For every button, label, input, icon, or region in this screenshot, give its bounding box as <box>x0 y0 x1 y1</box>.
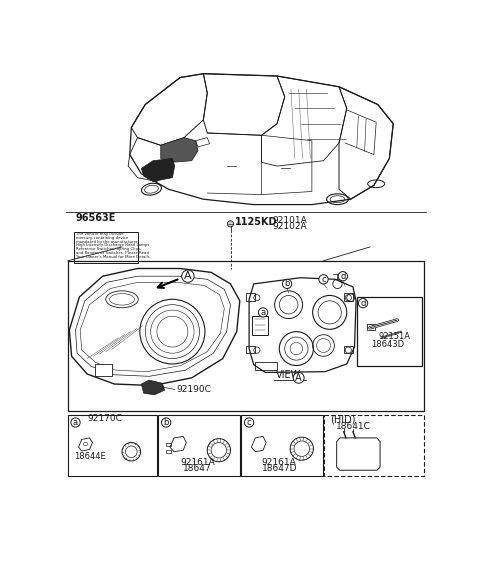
Circle shape <box>282 279 292 289</box>
Text: Reference Switches, Spring Clips,: Reference Switches, Spring Clips, <box>75 247 141 251</box>
Circle shape <box>162 418 171 427</box>
Text: 92101A: 92101A <box>272 216 307 225</box>
Text: High Intensity Discharge Head Lamps: High Intensity Discharge Head Lamps <box>75 243 149 247</box>
Text: 92170C: 92170C <box>87 414 122 423</box>
Text: Your Owner's Manual for More Details.: Your Owner's Manual for More Details. <box>75 254 150 258</box>
Bar <box>166 450 171 453</box>
Bar <box>344 293 353 301</box>
Text: b: b <box>284 279 290 289</box>
Text: c: c <box>247 418 252 427</box>
Circle shape <box>338 272 348 281</box>
Text: mercury-containing device: mercury-containing device <box>75 236 128 240</box>
Circle shape <box>359 299 368 308</box>
Text: c: c <box>321 275 326 284</box>
Bar <box>158 415 240 477</box>
Bar <box>246 346 255 353</box>
Text: 1125KD: 1125KD <box>235 217 277 226</box>
Bar <box>68 415 157 477</box>
Bar <box>95 364 112 377</box>
Circle shape <box>228 221 234 227</box>
Circle shape <box>258 308 268 317</box>
Text: The vehicle may include: The vehicle may include <box>75 232 123 236</box>
Text: 18647: 18647 <box>183 464 212 473</box>
Circle shape <box>181 270 194 282</box>
Bar <box>68 261 424 411</box>
Text: 96563E: 96563E <box>75 213 116 223</box>
Text: 92102A: 92102A <box>272 222 307 231</box>
Bar <box>344 346 353 353</box>
Text: d: d <box>340 272 346 281</box>
Text: mandated by the manufacturer:: mandated by the manufacturer: <box>75 240 138 244</box>
Text: 92190C: 92190C <box>176 385 211 393</box>
Text: 18643D: 18643D <box>371 340 404 349</box>
Text: a: a <box>261 308 265 317</box>
Text: d: d <box>360 299 366 308</box>
Circle shape <box>71 418 80 427</box>
Bar <box>74 232 137 263</box>
Text: A: A <box>295 373 302 383</box>
Text: 18647D: 18647D <box>262 464 297 473</box>
Circle shape <box>293 372 304 383</box>
Bar <box>324 415 424 477</box>
Polygon shape <box>142 158 175 182</box>
Bar <box>367 324 375 330</box>
Circle shape <box>244 418 254 427</box>
Bar <box>241 415 323 477</box>
Text: 92161A: 92161A <box>180 458 215 467</box>
Bar <box>255 363 277 370</box>
Text: 18641C: 18641C <box>336 422 371 431</box>
Text: A: A <box>184 271 192 281</box>
Text: (HID): (HID) <box>330 414 356 424</box>
Text: 92161A: 92161A <box>262 458 296 467</box>
Text: b: b <box>164 418 169 427</box>
Bar <box>246 293 255 301</box>
Text: a: a <box>73 418 78 427</box>
Bar <box>357 297 422 366</box>
Text: VIEW: VIEW <box>276 370 300 380</box>
Text: 18644E: 18644E <box>74 452 106 461</box>
Text: 92151A: 92151A <box>379 332 410 341</box>
Circle shape <box>319 275 328 284</box>
Bar <box>252 316 268 335</box>
Polygon shape <box>161 137 198 162</box>
Bar <box>166 442 171 446</box>
Polygon shape <box>142 380 165 395</box>
Text: and Ranges or Switches. Please Read: and Ranges or Switches. Please Read <box>75 251 148 255</box>
